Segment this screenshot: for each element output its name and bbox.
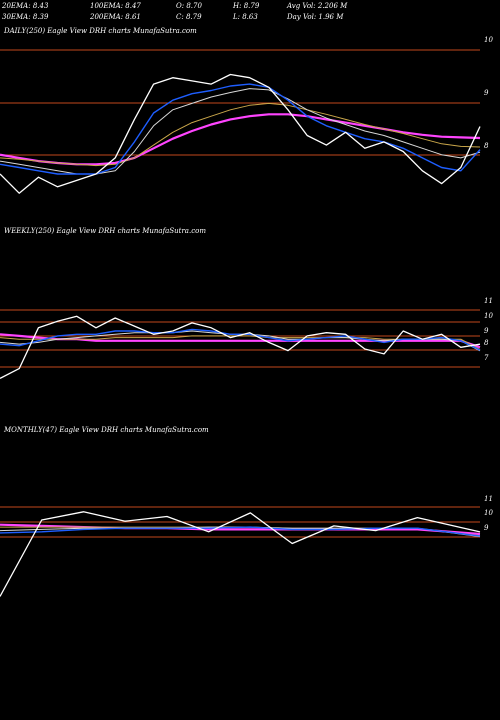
y-tick-label: 10 xyxy=(484,509,493,517)
y-tick-label: 8 xyxy=(484,339,489,347)
ema100-line xyxy=(0,102,481,167)
indicator-header: 20EMA: 8.43 100EMA: 8.47 O: 8.70 H: 8.79… xyxy=(0,2,500,26)
ema30-line xyxy=(0,88,481,175)
y-tick-label: 11 xyxy=(484,495,493,503)
ema200-line xyxy=(0,523,481,536)
y-tick-label: 10 xyxy=(484,312,493,320)
close-readout: C: 8.79 xyxy=(176,13,202,21)
ema100-readout: 100EMA: 8.47 xyxy=(90,2,141,10)
price-line xyxy=(0,315,481,379)
open-readout: O: 8.70 xyxy=(176,2,202,10)
panel-title: MONTHLY(47) Eagle View DRH charts Munafa… xyxy=(3,426,209,434)
ema20-line xyxy=(0,328,481,351)
price-line xyxy=(0,73,481,194)
y-tick-label: 7 xyxy=(484,354,489,362)
ema20-readout: 20EMA: 8.43 xyxy=(2,2,49,10)
y-tick-label: 9 xyxy=(484,327,489,335)
low-readout: L: 8.63 xyxy=(233,13,258,21)
y-tick-label: 10 xyxy=(484,36,493,44)
panel-title: WEEKLY(250) Eagle View DRH charts Munafa… xyxy=(4,227,206,235)
y-tick-label: 11 xyxy=(484,297,493,305)
panel-title: DAILY(250) Eagle View DRH charts MunafaS… xyxy=(3,27,197,35)
avg-volume-readout: Avg Vol: 2.206 M xyxy=(287,2,348,10)
high-readout: H: 8.79 xyxy=(233,2,260,10)
y-tick-label: 9 xyxy=(484,89,489,97)
day-volume-readout: Day Vol: 1.96 M xyxy=(287,13,344,21)
price-line xyxy=(0,511,481,597)
ema30-readout: 30EMA: 8.39 xyxy=(2,13,49,21)
y-tick-label: 8 xyxy=(484,142,489,150)
y-tick-label: 9 xyxy=(484,524,489,532)
ema200-readout: 200EMA: 8.61 xyxy=(90,13,141,21)
ema20-line xyxy=(0,83,481,175)
